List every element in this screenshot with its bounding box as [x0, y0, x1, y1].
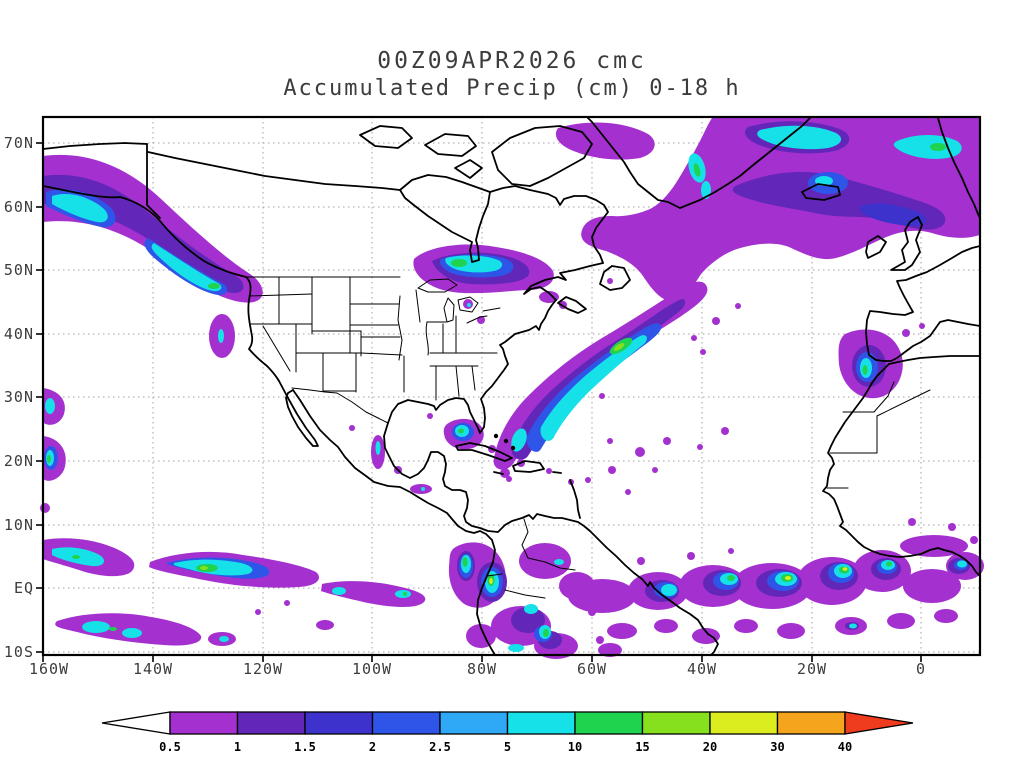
lon-label: 100W: [352, 660, 392, 678]
title-line1: 00Z09APR2026 cmc: [377, 48, 647, 74]
precip-region-caribbean: [427, 413, 574, 485]
colorbar-right-arrow: [844, 711, 914, 735]
map-frame: [41, 115, 982, 657]
political-borders: [245, 276, 931, 599]
lat-label: 60N: [4, 198, 34, 216]
lon-label: 80W: [467, 660, 497, 678]
colorbar-tick: 10: [568, 740, 582, 754]
colorbar-box: [371, 711, 441, 735]
colorbar-tick: 40: [838, 740, 852, 754]
colorbar-tick: 1.5: [294, 740, 316, 754]
lon-label: 160W: [29, 660, 69, 678]
colorbar: [101, 711, 914, 735]
colorbar-box: [641, 711, 711, 735]
lon-label: 60W: [577, 660, 607, 678]
lat-label: 40N: [4, 325, 34, 343]
precip-region-hudson-quebec: [413, 244, 613, 324]
colorbar-tick: 2.5: [429, 740, 451, 754]
lat-label: 10N: [4, 516, 34, 534]
colorbar-box: [506, 711, 576, 735]
colorbar-box: [169, 711, 239, 735]
axis-ticks: [36, 142, 922, 662]
coastlines: [42, 117, 981, 656]
colorbar-box: [574, 711, 644, 735]
precip-region-atlantic-storm-track: [493, 281, 708, 478]
title-line2: Accumulated Precip (cm) 0-18 h: [283, 76, 740, 101]
precip-region-west-us: [209, 314, 235, 358]
precip-region-atlantic-itcz: [568, 518, 984, 644]
precip-region-subtropic-specks: [585, 427, 729, 495]
colorbar-tick: 1: [234, 740, 241, 754]
figure-title: 00Z09APR2026 cmc Accumulated Precip (cm)…: [283, 48, 740, 101]
colorbar-tick: 5: [504, 740, 511, 754]
precip-shading: [40, 118, 984, 659]
y-axis-labels: 70N 60N 50N 40N 30N 20N 10N EQ 10S: [4, 134, 34, 661]
lat-label: 10S: [4, 643, 34, 661]
precip-region-mexico: [349, 425, 432, 494]
lon-label: 120W: [243, 660, 283, 678]
precip-region-north-atlantic: [555, 118, 980, 302]
lat-label: 20N: [4, 452, 34, 470]
colorbar-box: [439, 711, 509, 735]
colorbar-labels: 0.5 1 1.5 2 2.5 5 10 15 20 30 40: [159, 740, 852, 754]
precip-region-south-america: [448, 542, 622, 659]
lat-label: 50N: [4, 261, 34, 279]
lon-label: 20W: [797, 660, 827, 678]
lat-label: EQ: [14, 579, 34, 597]
precip-region-pacific-nw: [43, 154, 263, 303]
x-axis-labels: 160W 140W 120W 100W 80W 60W 40W 20W 0: [29, 660, 926, 678]
colorbar-left-arrow: [101, 711, 171, 735]
lat-label: 30N: [4, 388, 34, 406]
colorbar-box: [236, 711, 306, 735]
lon-label: 40W: [687, 660, 717, 678]
colorbar-tick: 20: [703, 740, 717, 754]
colorbar-box: [304, 711, 374, 735]
colorbar-tick: 2: [369, 740, 376, 754]
colorbar-box: [776, 711, 846, 735]
colorbar-tick: 0.5: [159, 740, 181, 754]
lon-label: 0: [916, 660, 926, 678]
precip-region-pacific-itcz: [43, 538, 426, 646]
lat-label: 70N: [4, 134, 34, 152]
precip-region-midatlantic-specks: [691, 303, 741, 355]
lon-label: 140W: [133, 660, 173, 678]
colorbar-box: [709, 711, 779, 735]
colorbar-tick: 30: [770, 740, 784, 754]
colorbar-tick: 15: [635, 740, 649, 754]
